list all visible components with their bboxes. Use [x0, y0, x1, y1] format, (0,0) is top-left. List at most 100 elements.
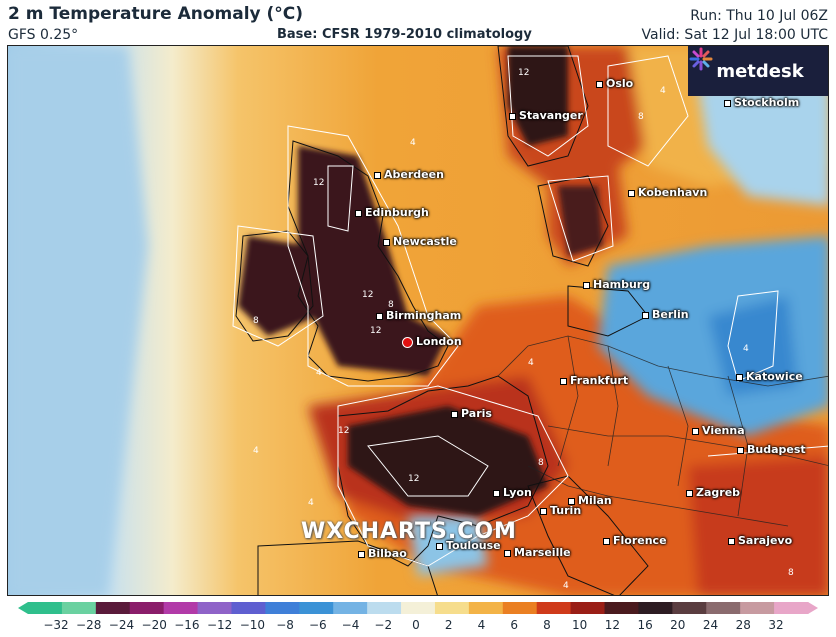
- colorbar-swatch: [740, 602, 775, 614]
- city-marker: [540, 507, 547, 515]
- colorbar-tick-label: −4: [341, 618, 360, 632]
- city-marker: [374, 171, 381, 179]
- colorbar-tick-label: −20: [141, 618, 167, 632]
- contour-label: 4: [660, 86, 666, 96]
- city-marker: [355, 209, 362, 217]
- city-marker: [692, 427, 699, 435]
- colorbar-swatch: [434, 602, 470, 614]
- city-label-bilbao: Bilbao: [358, 547, 407, 560]
- city-marker: [603, 537, 610, 545]
- city-label-zagreb: Zagreb: [686, 486, 740, 499]
- colorbar-ticks: −32 −28 −24 −20 −16 −12 −10 −8 −6 −4 −2 0 2 4 6 8 10 12 16…: [0, 618, 836, 636]
- colorbar-swatch: [604, 602, 639, 614]
- city-label-marseille: Marseille: [504, 546, 571, 559]
- colorbar-swatch: [28, 602, 63, 614]
- model-label: GFS 0.25°: [8, 27, 79, 43]
- city-label-florence: Florence: [603, 534, 667, 547]
- city-marker: [628, 189, 635, 197]
- colorbar-tick-label: 20: [670, 618, 686, 632]
- city-label-london: London: [402, 335, 462, 348]
- city-label-vienna: Vienna: [692, 424, 745, 437]
- city-marker: [642, 311, 649, 319]
- watermark: WXCHARTS.COM: [301, 519, 517, 544]
- city-marker: [509, 112, 516, 120]
- city-label-paris: Paris: [451, 407, 492, 420]
- map-canvas: [8, 46, 828, 595]
- city-marker: [736, 373, 743, 381]
- contour-label: 4: [743, 344, 749, 354]
- city-marker: [383, 238, 390, 246]
- city-label-newcastle: Newcastle: [383, 235, 457, 248]
- colorbar-swatch: [333, 602, 368, 614]
- city-marker: [686, 489, 693, 497]
- colorbar-tick-label: −32: [43, 618, 69, 632]
- colorbar-tick-label: −6: [308, 618, 327, 632]
- city-label-edinburgh: Edinburgh: [355, 206, 429, 219]
- contour-label: 8: [253, 316, 259, 326]
- colorbar-swatch: [774, 602, 809, 614]
- map-title: 2 m Temperature Anomaly (°C): [8, 4, 304, 24]
- colorbar-tick-label: 16: [637, 618, 653, 632]
- city-marker: [504, 549, 511, 557]
- contour-label: 4: [528, 358, 534, 368]
- city-label-milan: Milan: [568, 494, 612, 507]
- colorbar-extend-max: [808, 602, 818, 614]
- colorbar-tick-label: 4: [477, 618, 486, 632]
- city-label-oslo: Oslo: [596, 77, 633, 90]
- contour-label: 4: [410, 138, 416, 148]
- contour-label: 4: [253, 446, 259, 456]
- colorbar-swatch: [61, 602, 97, 614]
- contour-label: 4: [308, 498, 314, 508]
- city-label-stockholm: Stockholm: [724, 96, 799, 109]
- colorbar-tick-label: 8: [543, 618, 551, 632]
- logo-text: metdesk: [716, 60, 804, 82]
- colorbar-swatch: [197, 602, 232, 614]
- contour-label: 12: [408, 474, 420, 484]
- colorbar-swatch: [129, 602, 165, 614]
- colorbar-tick-label: −24: [108, 618, 135, 632]
- colorbar-swatch: [672, 602, 707, 614]
- colorbar-tick-label: 12: [604, 618, 620, 632]
- contour-label: 12: [518, 68, 530, 78]
- colorbar-tick-label: −28: [76, 618, 102, 632]
- colorbar: [18, 602, 818, 614]
- city-label-kobenhavn: Kobenhavn: [628, 186, 707, 199]
- colorbar-swatch: [706, 602, 741, 614]
- colorbar-tick-label: 24: [702, 618, 719, 632]
- city-marker: [358, 550, 365, 558]
- contour-label: 12: [313, 178, 325, 188]
- city-label-toulouse: Toulouse: [436, 539, 501, 552]
- contour-label: 4: [316, 368, 322, 378]
- colorbar-tick-label: −8: [276, 618, 294, 632]
- city-label-katowice: Katowice: [736, 370, 803, 383]
- colorbar-tick-label: 2: [444, 618, 453, 632]
- anomaly-contours: [232, 55, 828, 567]
- colorbar-tick-label: 10: [571, 618, 588, 632]
- run-time-label: Run: Thu 10 Jul 06Z: [690, 8, 828, 24]
- city-marker: [436, 542, 443, 550]
- city-marker: [724, 99, 731, 107]
- colorbar-tick-label: −16: [174, 618, 200, 632]
- contour-label: 8: [638, 112, 644, 122]
- colorbar-swatch: [265, 602, 300, 614]
- colorbar-swatch: [299, 602, 334, 614]
- colorbar-tick-label: 28: [735, 618, 751, 632]
- city-label-frankfurt: Frankfurt: [560, 374, 628, 387]
- city-label-turin: Turin: [540, 504, 581, 517]
- city-marker: [560, 377, 567, 385]
- city-marker: [376, 312, 383, 320]
- capital-marker: [402, 336, 413, 348]
- city-marker: [583, 281, 590, 289]
- metdesk-logo[interactable]: metdesk: [688, 46, 828, 96]
- colorbar-swatch: [231, 602, 266, 614]
- colorbar-tick-label: 6: [510, 618, 518, 632]
- contour-label: 8: [538, 458, 544, 468]
- contour-label: 12: [362, 290, 374, 300]
- city-marker: [451, 410, 458, 418]
- city-label-berlin: Berlin: [642, 308, 689, 321]
- city-label-stavanger: Stavanger: [509, 109, 583, 122]
- colorbar-extend-min: [18, 602, 28, 614]
- colorbar-swatch: [401, 602, 436, 614]
- city-label-birmingham: Birmingham: [376, 309, 461, 322]
- anomaly-map[interactable]: 4 4 8 12 8 12 8 12 4 12 12 8 8 4 4 12 4 …: [7, 45, 829, 596]
